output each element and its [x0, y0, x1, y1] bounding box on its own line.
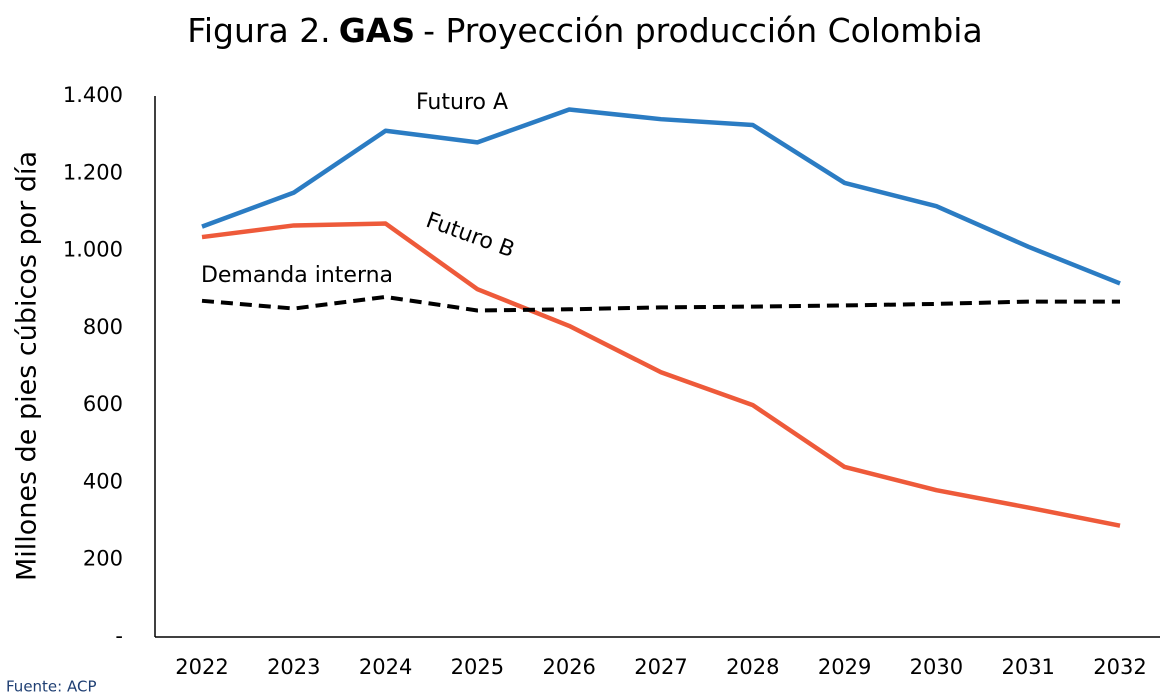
- x-tick-label: 2024: [359, 655, 412, 679]
- x-tick-label: 2031: [1001, 655, 1054, 679]
- y-tick-label: -: [115, 624, 123, 648]
- x-tick-label: 2030: [910, 655, 963, 679]
- series-line: [201, 107, 1121, 286]
- title-part: Figura 2.: [187, 11, 330, 50]
- series-label: Demanda interna: [201, 263, 393, 288]
- title-part: GAS: [339, 11, 415, 50]
- x-tick-label: 2022: [175, 655, 228, 679]
- y-tick-label: 1.400: [63, 83, 123, 107]
- source: Fuente: ACP: [6, 678, 97, 695]
- y-tick-label: 1.200: [63, 160, 123, 184]
- series-line: [201, 294, 1120, 313]
- x-tick-label: 2025: [451, 655, 504, 679]
- y-tick-label: 200: [83, 547, 123, 571]
- x-tick-label: 2029: [818, 655, 871, 679]
- series-label: Futuro B: [423, 208, 518, 263]
- x-tick-label: 2026: [542, 655, 595, 679]
- y-tick-label: 800: [83, 315, 123, 339]
- x-tick-label: 2032: [1093, 655, 1146, 679]
- y-tick-label: 600: [83, 392, 123, 416]
- series-line: [201, 221, 1121, 528]
- y-axis-label: Millones de pies cúbicos por día: [12, 151, 43, 581]
- chart-title: Figura 2. GAS - Proyección producción Colo…: [187, 11, 982, 50]
- title-part: - Proyección producción Colombia: [423, 11, 983, 50]
- y-tick-label: 1.000: [63, 238, 123, 262]
- x-tick-label: 2027: [634, 655, 687, 679]
- x-tick-label: 2028: [726, 655, 779, 679]
- y-tick-label: 400: [83, 469, 123, 493]
- series-label: Futuro A: [416, 90, 508, 115]
- x-tick-label: 2023: [267, 655, 320, 679]
